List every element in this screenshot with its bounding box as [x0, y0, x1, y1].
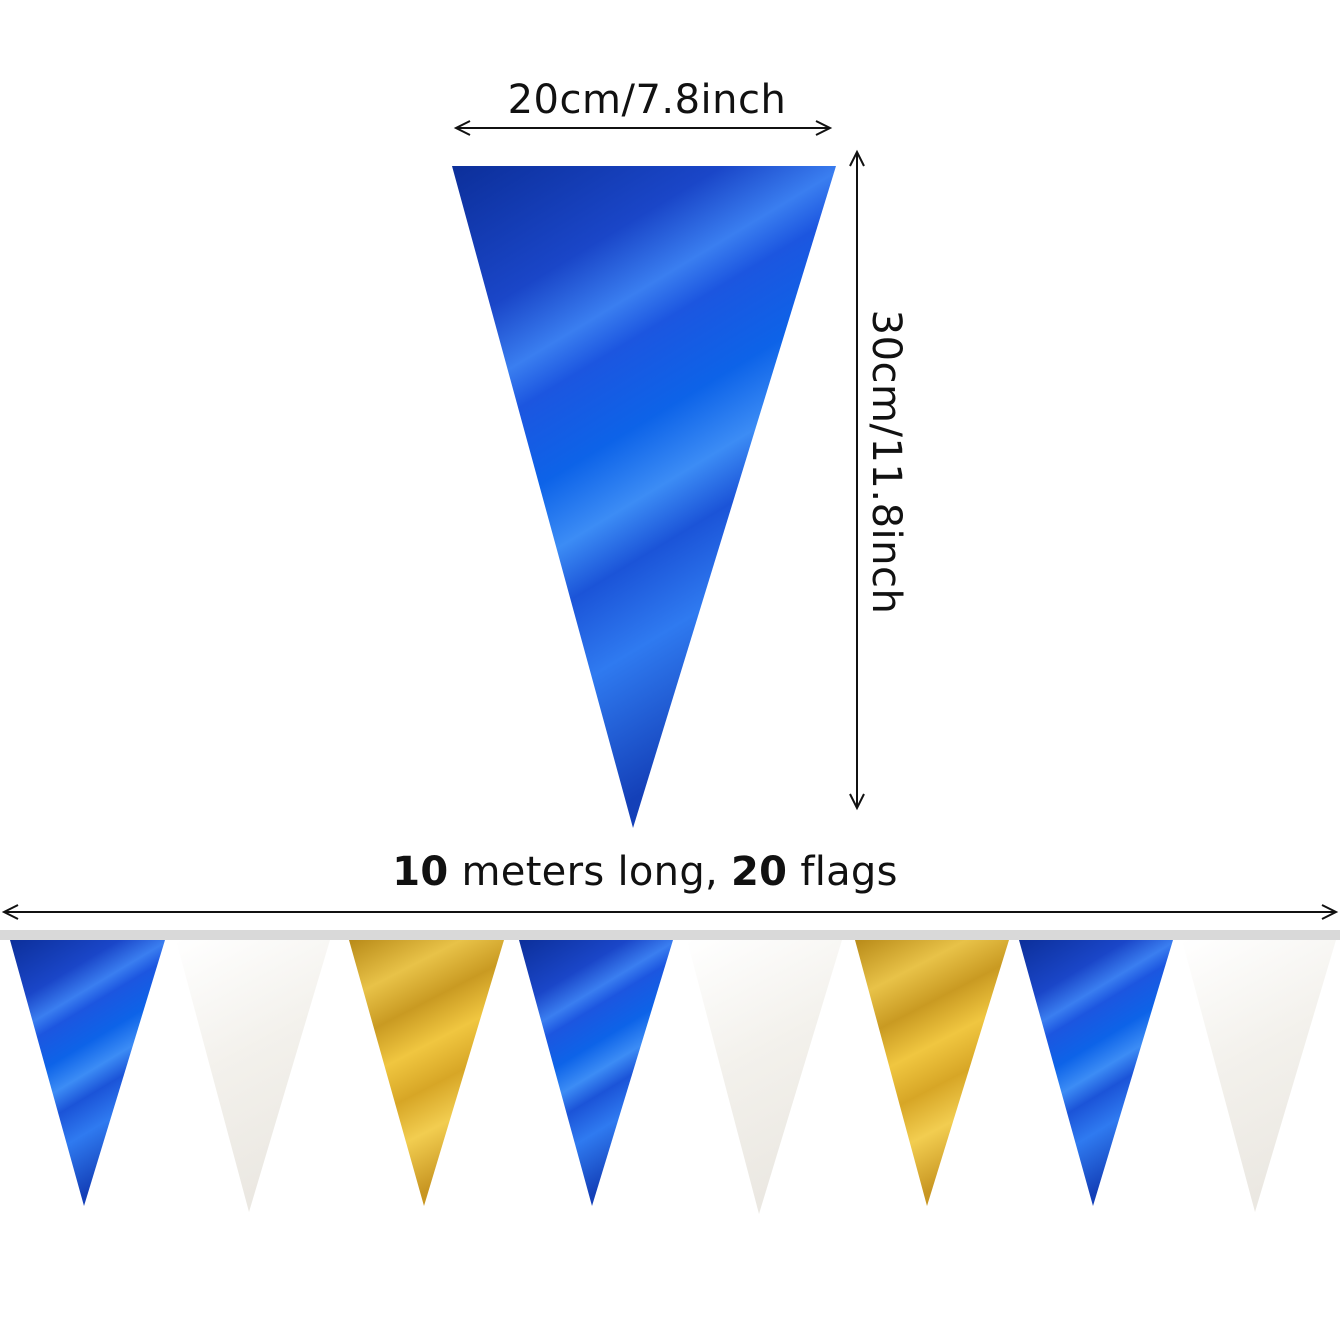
width-arrow	[453, 120, 833, 136]
flags-text: flags	[800, 849, 898, 895]
width-dimension-label: 20cm/7.8inch	[507, 77, 787, 123]
banner-flag-gold	[855, 940, 1009, 1206]
flags-number: 20	[731, 849, 788, 895]
large-blue-pennant	[452, 166, 836, 828]
banner-flag-white	[176, 940, 330, 1212]
length-text: meters long,	[461, 849, 719, 895]
height-arrow	[849, 149, 865, 811]
length-number: 10	[392, 849, 449, 895]
banner-flag-gold	[349, 940, 504, 1206]
banner-flag-blue	[10, 940, 165, 1206]
banner-flag-white	[1182, 940, 1336, 1212]
banner-string	[0, 930, 1340, 940]
length-arrow	[1, 904, 1339, 920]
banner-flag-white	[687, 940, 842, 1214]
banner-length-label: 10 meters long, 20 flags	[0, 852, 1290, 892]
banner-flag-blue	[519, 940, 673, 1206]
banner-flag-blue	[1019, 940, 1173, 1206]
